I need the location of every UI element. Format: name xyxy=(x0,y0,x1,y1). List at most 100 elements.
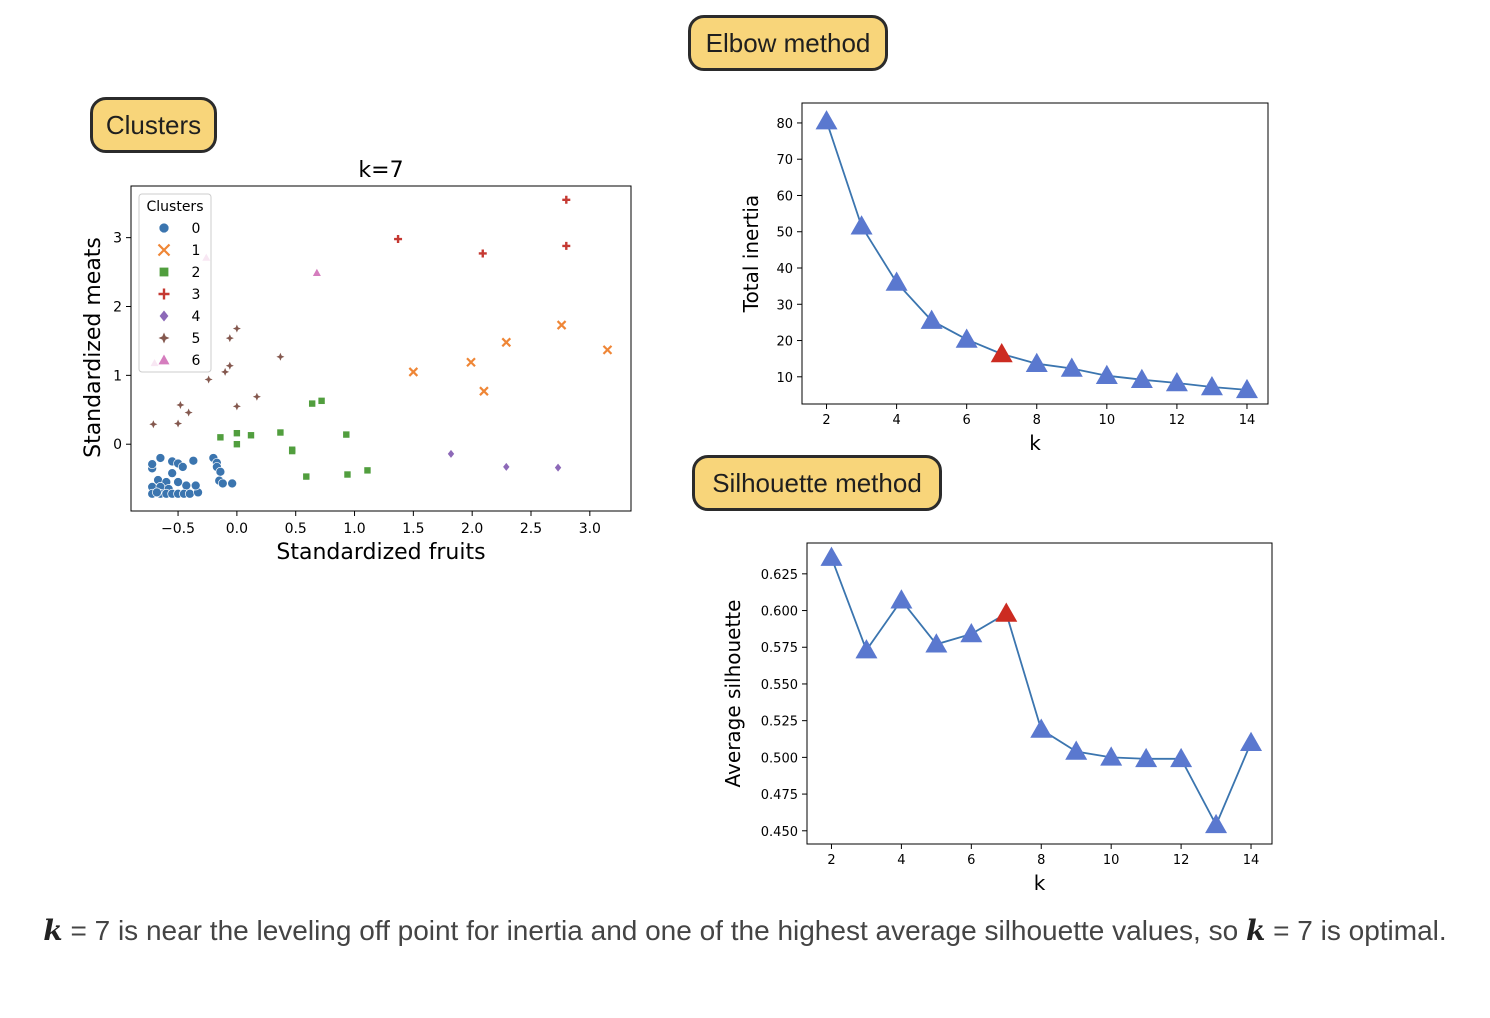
scatter-legend-marker-0 xyxy=(158,222,170,234)
elbow-point xyxy=(1200,375,1223,396)
scatter-legend: Clusters 0 1 2 3 4 5 6 xyxy=(138,193,212,373)
scatter-x-tick-label: 0.5 xyxy=(285,521,307,537)
scatter-point-cluster-1 xyxy=(466,357,476,368)
scatter-point-cluster-0 xyxy=(167,468,178,478)
silhouette-x-tick-label: 14 xyxy=(1243,853,1260,868)
elbow-point xyxy=(1130,368,1153,388)
silhouette-y-tick-label: 0.450 xyxy=(761,825,798,840)
scatter-legend-marker-6 xyxy=(158,354,170,365)
scatter-point-cluster-5 xyxy=(184,408,193,417)
scatter-legend-label: 0 xyxy=(192,221,201,237)
scatter-point-cluster-5 xyxy=(252,392,261,401)
silhouette-x-tick-label: 2 xyxy=(827,853,835,868)
silhouette-plot-area xyxy=(806,542,1273,845)
scatter-x-tick-label: 0.0 xyxy=(226,521,248,537)
scatter-x-tick-label: −0.5 xyxy=(161,521,195,537)
silhouette-chart: 2 4 6 8 10 12 14 0.450 0.475 0.500 0.525 0.550 0.575… xyxy=(721,542,1273,895)
scatter-point-cluster-3 xyxy=(562,241,571,250)
silhouette-point xyxy=(1065,740,1088,760)
elbow-highlight-point xyxy=(990,342,1013,363)
scatter-point-cluster-2 xyxy=(233,429,241,437)
scatter-point-cluster-1 xyxy=(501,337,512,348)
scatter-point-cluster-5 xyxy=(221,367,230,376)
silhouette-point xyxy=(1170,747,1193,768)
scatter-point-cluster-0 xyxy=(177,462,188,472)
elbow-point xyxy=(955,328,978,348)
scatter-legend-label: 2 xyxy=(192,265,201,281)
elbow-x-tick-label: 4 xyxy=(892,413,900,428)
silhouette-y-tick-label: 0.500 xyxy=(761,751,798,766)
elbow-x-tick-label: 2 xyxy=(822,413,830,428)
scatter-point-cluster-2 xyxy=(217,434,224,441)
caption-part2: = 7 is optimal. xyxy=(1265,915,1447,946)
scatter-point-cluster-6 xyxy=(312,268,321,276)
elbow-x-label: k xyxy=(1029,431,1041,455)
silhouette-point xyxy=(1135,747,1158,768)
elbow-method-badge: Elbow method xyxy=(688,15,888,71)
scatter-point-cluster-0 xyxy=(227,478,238,489)
scatter-chart: −0.5 0.0 0.5 1.0 1.5 2.0 2.5 3.0 0 1 2 3 k=7 Standard… xyxy=(81,158,632,565)
scatter-point-cluster-1 xyxy=(479,386,489,396)
silhouette-x-tick-label: 4 xyxy=(897,853,905,868)
scatter-point-cluster-2 xyxy=(364,467,371,474)
silhouette-point xyxy=(820,546,843,566)
silhouette-y-label: Average silhouette xyxy=(721,600,745,788)
scatter-legend-label: 4 xyxy=(192,309,201,325)
silhouette-point xyxy=(1205,813,1228,834)
scatter-point-cluster-0 xyxy=(147,459,158,470)
scatter-x-tick-label: 2.5 xyxy=(520,521,542,537)
caption-part1: = 7 is near the leveling off point for i… xyxy=(62,915,1246,946)
scatter-point-cluster-4 xyxy=(447,449,455,458)
silhouette-y-tick-label: 0.550 xyxy=(761,678,798,693)
elbow-y-label: Total inertia xyxy=(739,195,763,313)
scatter-point-cluster-2 xyxy=(308,400,316,407)
scatter-point-cluster-2 xyxy=(277,429,284,436)
scatter-point-cluster-5 xyxy=(232,402,241,411)
scatter-point-cluster-2 xyxy=(318,397,325,405)
scatter-point-cluster-4 xyxy=(503,462,510,471)
scatter-legend-marker-2 xyxy=(159,267,169,277)
scatter-legend-marker-1 xyxy=(157,243,171,257)
scatter-y-tick-label: 3 xyxy=(113,231,122,247)
silhouette-point xyxy=(855,639,878,659)
scatter-x-label: Standardized fruits xyxy=(276,540,485,565)
scatter-y-tick-label: 0 xyxy=(113,437,122,453)
scatter-point-cluster-0 xyxy=(190,480,201,491)
scatter-x-tick-label: 1.0 xyxy=(343,521,365,537)
scatter-point-cluster-0 xyxy=(173,477,183,487)
silhouette-point xyxy=(1030,718,1053,738)
scatter-legend-label: 1 xyxy=(192,243,201,259)
scatter-point-cluster-0 xyxy=(217,478,228,489)
elbow-x-tick-label: 6 xyxy=(963,413,971,428)
scatter-y-tick-label: 1 xyxy=(113,368,122,384)
scatter-point-cluster-5 xyxy=(232,324,241,333)
scatter-point-cluster-1 xyxy=(556,320,567,330)
scatter-x-tick-label: 2.0 xyxy=(461,521,483,537)
elbow-y-tick-label: 10 xyxy=(776,371,793,386)
scatter-legend-marker-4 xyxy=(159,310,169,322)
elbow-point xyxy=(1025,352,1048,372)
elbow-y-tick-label: 30 xyxy=(776,298,793,313)
elbow-x-tick-label: 8 xyxy=(1033,413,1041,428)
scatter-legend-title: Clusters xyxy=(147,199,204,215)
scatter-point-cluster-5 xyxy=(225,334,234,343)
scatter-point-cluster-5 xyxy=(176,400,185,409)
elbow-y-tick-label: 50 xyxy=(776,226,793,241)
elbow-point xyxy=(850,215,873,235)
scatter-point-cluster-2 xyxy=(233,441,241,448)
elbow-y-tick-label: 70 xyxy=(776,153,793,168)
silhouette-y-tick-label: 0.600 xyxy=(761,605,798,620)
elbow-point xyxy=(1165,371,1188,392)
silhouette-y-tick-label: 0.625 xyxy=(761,568,798,583)
silhouette-point xyxy=(960,623,983,643)
silhouette-x-tick-label: 6 xyxy=(967,853,975,868)
scatter-legend-label: 6 xyxy=(192,353,201,369)
scatter-x-tick-label: 3.0 xyxy=(579,521,601,537)
scatter-point-cluster-5 xyxy=(204,375,213,384)
elbow-y-tick-label: 80 xyxy=(776,117,793,132)
scatter-legend-box xyxy=(138,193,212,373)
silhouette-x-tick-label: 8 xyxy=(1037,853,1045,868)
scatter-legend-label: 3 xyxy=(192,287,201,303)
elbow-point xyxy=(815,110,838,130)
scatter-point-cluster-5 xyxy=(225,361,234,370)
